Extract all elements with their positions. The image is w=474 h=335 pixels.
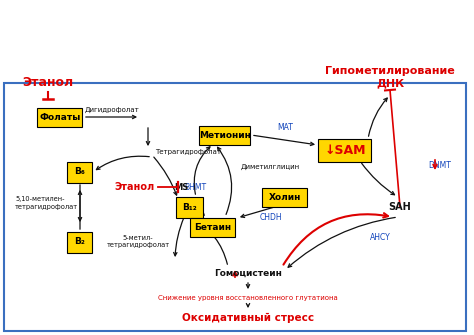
- Text: Этанол: Этанол: [22, 76, 73, 89]
- FancyBboxPatch shape: [191, 217, 236, 237]
- FancyBboxPatch shape: [176, 197, 203, 217]
- Text: B₁₂: B₁₂: [182, 202, 197, 211]
- Text: Метионин: Метионин: [199, 131, 251, 139]
- Text: Холин: Холин: [269, 193, 301, 201]
- Text: Гомоцистеин: Гомоцистеин: [214, 268, 282, 277]
- Text: BHMT: BHMT: [184, 183, 206, 192]
- Text: Снижение уровня восстановленного глутатиона: Снижение уровня восстановленного глутати…: [158, 295, 338, 301]
- Text: DNMT: DNMT: [428, 160, 451, 170]
- Text: Гипометилирование
ДНК: Гипометилирование ДНК: [325, 66, 455, 88]
- Text: ↓SAM: ↓SAM: [324, 143, 366, 156]
- FancyBboxPatch shape: [67, 231, 92, 253]
- Text: B₆: B₆: [74, 168, 85, 177]
- Text: 5,10-метилен-
тетрагидрофолат: 5,10-метилен- тетрагидрофолат: [15, 197, 78, 209]
- Text: 5-метил-
тетрагидрофолат: 5-метил- тетрагидрофолат: [107, 236, 170, 249]
- Text: B₂: B₂: [74, 238, 85, 247]
- FancyBboxPatch shape: [200, 126, 250, 144]
- FancyBboxPatch shape: [37, 108, 82, 127]
- Text: CHDH: CHDH: [260, 212, 283, 221]
- Text: MS: MS: [174, 183, 188, 192]
- Text: Фолаты: Фолаты: [39, 113, 81, 122]
- Text: Дигидрофолат: Дигидрофолат: [85, 107, 139, 113]
- Text: Диметилглицин: Диметилглицин: [240, 164, 300, 170]
- Text: Этанол: Этанол: [115, 182, 155, 192]
- FancyBboxPatch shape: [67, 161, 92, 183]
- FancyBboxPatch shape: [319, 138, 372, 161]
- Text: Оксидативный стресс: Оксидативный стресс: [182, 313, 314, 323]
- Text: AHCY: AHCY: [370, 232, 391, 242]
- FancyBboxPatch shape: [263, 188, 308, 206]
- Text: SAH: SAH: [389, 202, 411, 212]
- Text: Тетрагидрофолат: Тетрагидрофолат: [155, 149, 221, 155]
- Text: Бетаин: Бетаин: [194, 222, 232, 231]
- Text: MAT: MAT: [277, 123, 293, 132]
